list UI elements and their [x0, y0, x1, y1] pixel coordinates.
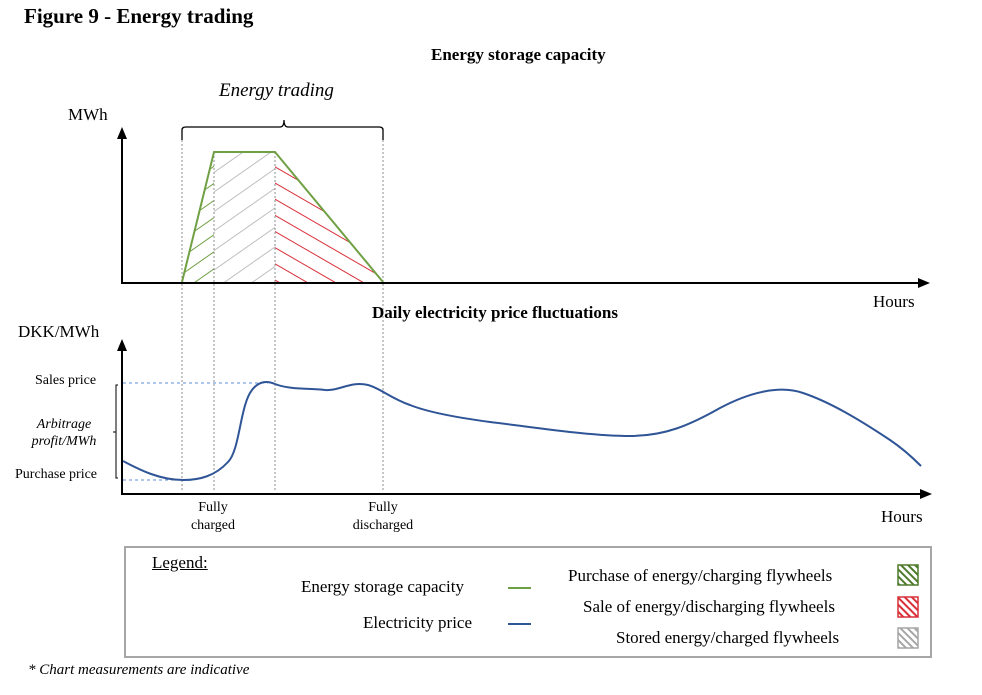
energy-trading-brace [181, 119, 384, 140]
figure-title: Figure 9 - Energy trading [24, 4, 254, 28]
legend-box [124, 546, 932, 658]
top-chart-title: Energy storage capacity [431, 45, 606, 64]
legend-purchase-label: Purchase of energy/charging flywheels [568, 566, 833, 585]
legend-stored-label: Stored energy/charged flywheels [616, 628, 840, 647]
top-y-arrow [117, 127, 127, 139]
purchase-price-label: Purchase price [15, 467, 98, 482]
legend-capacity-label: Energy storage capacity [301, 577, 465, 596]
top-x-axis-label: Hours [873, 292, 915, 311]
footnote: * Chart measurements are indicative [28, 662, 250, 678]
top-x-arrow [918, 278, 930, 288]
fully-charged-label: Fully charged [190, 500, 236, 533]
bottom-chart-title: Daily electricity price fluctuations [372, 303, 618, 322]
stored-hatch-region [214, 152, 275, 282]
legend-purchase-swatch [897, 564, 919, 586]
legend-sale-label: Sale of energy/discharging flywheels [583, 597, 835, 616]
top-y-axis-label: MWh [68, 105, 108, 124]
legend-title: Legend: [152, 553, 208, 572]
legend-price-label: Electricity price [363, 613, 473, 632]
legend-sale-swatch [897, 596, 919, 618]
price-line [122, 381, 922, 482]
bottom-x-arrow [920, 489, 932, 499]
sales-price-label: Sales price [35, 373, 97, 388]
fully-discharged-label: Fully discharged [352, 500, 414, 533]
legend-stored-swatch [897, 627, 919, 649]
arbitrage-profit-label: Arbitrage profit/MWh [31, 417, 97, 449]
arbitrage-bracket [113, 384, 118, 479]
bottom-x-axis-label: Hours [881, 507, 923, 526]
bottom-y-axis-label: DKK/MWh [18, 322, 100, 341]
energy-trading-label: Energy trading [219, 80, 334, 101]
capacity-line [181, 151, 384, 283]
bottom-y-arrow [117, 339, 127, 351]
